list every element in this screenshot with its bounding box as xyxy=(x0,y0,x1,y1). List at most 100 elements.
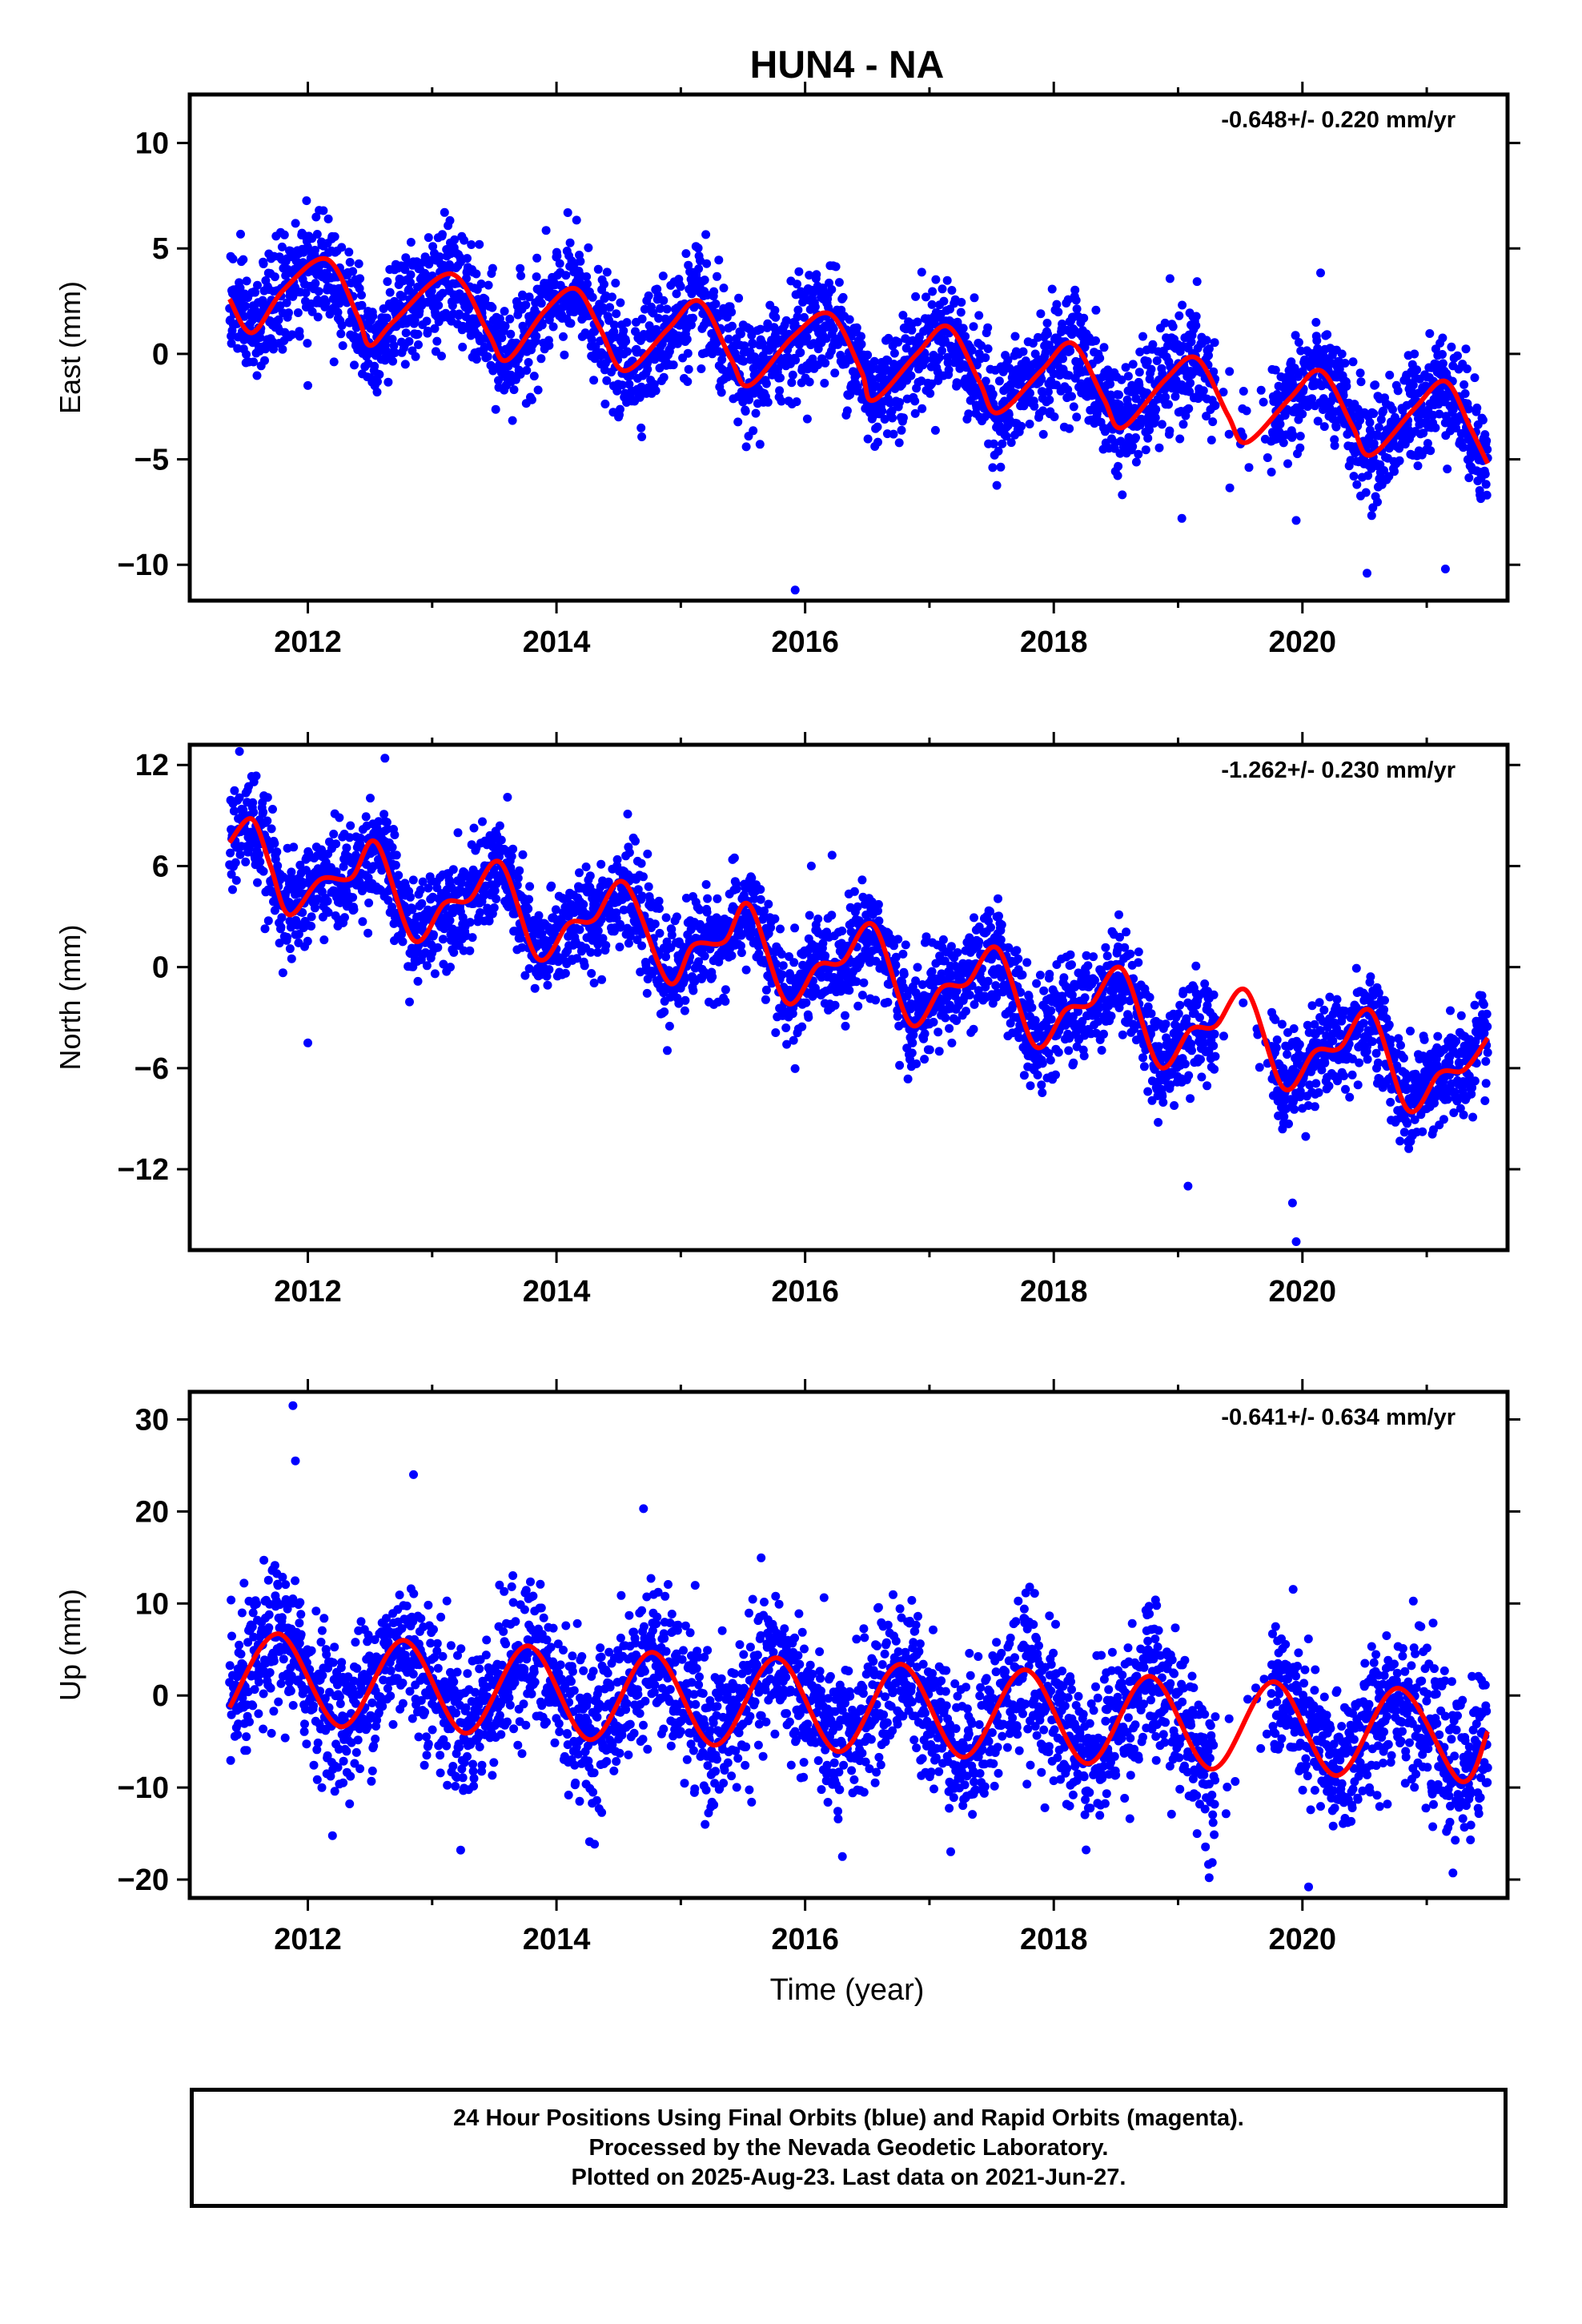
north-data-point xyxy=(229,806,239,816)
north-data-point xyxy=(789,958,799,967)
east-data-point xyxy=(636,423,646,432)
east-data-point xyxy=(357,291,366,300)
east-data-point xyxy=(1025,420,1034,428)
east-data-point xyxy=(411,352,420,361)
east-data-point xyxy=(763,397,773,407)
east-data-point xyxy=(619,326,628,336)
east-data-point xyxy=(1128,442,1138,452)
east-data-point xyxy=(1091,305,1101,315)
east-data-point xyxy=(1225,367,1235,376)
east-data-point xyxy=(1138,332,1147,341)
east-data-point xyxy=(895,398,905,407)
east-data-point xyxy=(602,376,612,385)
north-data-point xyxy=(813,915,823,923)
east-data-point xyxy=(931,275,941,284)
east-data-point xyxy=(1460,389,1470,398)
north-data-point xyxy=(513,874,523,883)
east-data-point xyxy=(834,278,844,287)
north-data-point xyxy=(636,858,646,868)
north-data-point xyxy=(660,1007,669,1016)
east-data-point xyxy=(532,332,541,341)
east-data-point xyxy=(593,264,603,274)
east-data-point xyxy=(694,264,704,274)
north-data-point xyxy=(841,1021,850,1031)
north-data-point xyxy=(642,988,652,998)
east-data-point xyxy=(432,336,442,346)
north-data-point xyxy=(525,882,535,891)
east-data-point xyxy=(1438,350,1447,359)
north-data-point xyxy=(821,951,830,960)
east-data-point xyxy=(863,350,873,360)
north-data-point xyxy=(631,836,640,846)
east-data-point xyxy=(741,407,750,416)
north-data-point xyxy=(259,807,268,817)
east-data-point xyxy=(1244,463,1254,472)
north-data-point xyxy=(845,986,854,995)
east-data-point xyxy=(404,336,414,346)
east-data-point xyxy=(336,329,346,339)
north-data-point xyxy=(263,816,272,826)
east-data-point xyxy=(910,396,920,406)
east-data-point xyxy=(873,437,882,447)
east-data-point xyxy=(532,253,542,263)
east-data-point xyxy=(983,344,993,353)
north-data-point xyxy=(827,911,837,920)
east-data-point xyxy=(536,354,546,364)
east-data-point xyxy=(1042,319,1052,328)
east-data-point xyxy=(838,292,848,302)
north-data-point xyxy=(721,996,730,1006)
east-data-point xyxy=(311,212,321,222)
east-data-point xyxy=(555,259,564,268)
east-data-point xyxy=(1131,457,1141,467)
east-data-point xyxy=(438,230,447,239)
east-data-point xyxy=(676,282,685,292)
east-data-point xyxy=(938,346,946,356)
north-data-point xyxy=(335,813,344,822)
east-data-point xyxy=(1371,380,1380,390)
east-data-point xyxy=(741,442,751,452)
east-data-point xyxy=(701,230,711,239)
east-data-point xyxy=(552,251,562,261)
east-data-point xyxy=(527,395,536,404)
north-data-point xyxy=(387,842,397,852)
east-data-point xyxy=(1431,423,1440,432)
east-data-point xyxy=(345,258,355,267)
east-data-point xyxy=(1070,285,1080,295)
east-data-point xyxy=(400,360,410,369)
east-data-point xyxy=(961,332,970,341)
north-data-point xyxy=(323,896,332,906)
east-data-point xyxy=(475,239,484,249)
east-x-tick-label: 2018 xyxy=(1020,625,1088,659)
east-data-point xyxy=(970,293,979,303)
east-data-point xyxy=(1114,390,1123,400)
north-data-point xyxy=(713,894,722,903)
east-data-point xyxy=(521,300,531,310)
east-data-point xyxy=(287,330,297,340)
north-data-point xyxy=(547,881,556,891)
east-data-point xyxy=(1106,380,1115,389)
north-data-point xyxy=(349,905,359,915)
east-data-point xyxy=(259,259,268,268)
east-data-point xyxy=(1356,377,1366,387)
east-data-point xyxy=(236,229,245,239)
east-data-point xyxy=(651,386,661,396)
east-data-point xyxy=(792,397,801,407)
east-data-point xyxy=(944,365,954,375)
east-data-point xyxy=(863,434,873,444)
east-data-point xyxy=(1294,338,1303,347)
east-data-point xyxy=(1481,480,1491,489)
north-data-point xyxy=(346,821,355,830)
east-data-point xyxy=(1154,443,1164,452)
east-data-point xyxy=(390,348,400,357)
east-data-point xyxy=(533,385,543,395)
east-data-point xyxy=(1438,359,1447,368)
east-data-point xyxy=(1184,404,1194,413)
east-data-point xyxy=(683,377,693,386)
east-data-point xyxy=(1010,332,1020,341)
east-data-point xyxy=(252,371,262,380)
north-data-point xyxy=(764,899,773,909)
north-data-point xyxy=(303,936,312,946)
north-data-point xyxy=(342,843,351,853)
north-data-point xyxy=(732,884,741,894)
east-data-point xyxy=(337,243,347,252)
